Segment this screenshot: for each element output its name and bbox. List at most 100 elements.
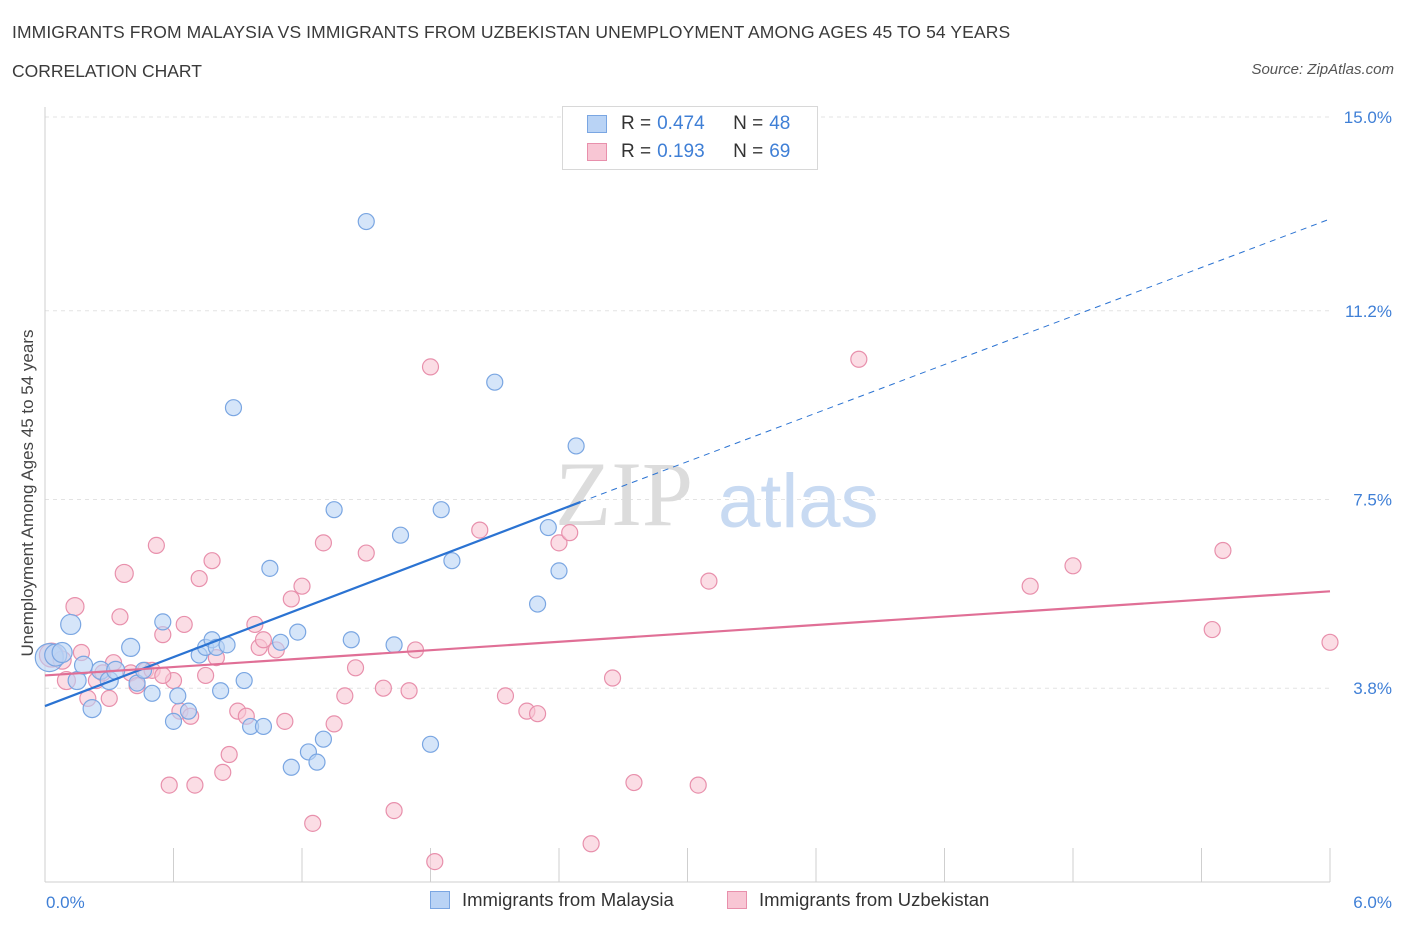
- malaysia-point: [550, 562, 568, 580]
- malaysia-point: [51, 641, 73, 664]
- uzbekistan-point: [700, 572, 718, 590]
- malaysia-point: [121, 637, 141, 658]
- uzbekistan-point: [304, 814, 322, 832]
- uzbekistan-point: [65, 596, 85, 617]
- uzbekistan-point: [186, 776, 204, 794]
- malaysia-point: [528, 595, 547, 613]
- points: [34, 212, 1339, 871]
- malaysia-point: [143, 684, 161, 702]
- uzbekistan-point: [293, 577, 311, 595]
- uzbekistan-point: [197, 666, 215, 685]
- source-label: Source: ZipAtlas.com: [1251, 61, 1394, 78]
- uzbekistan-legend-swatch: [727, 891, 747, 909]
- axes: 3.8% 7.5% 11.2% 15.0% 0.0% 6.0%: [44, 107, 1392, 912]
- malaysia-point: [289, 623, 307, 641]
- malaysia-point: [308, 753, 326, 771]
- uzbekistan-point: [625, 773, 643, 792]
- malaysia-point: [179, 702, 198, 720]
- uzbekistan-point: [1214, 541, 1232, 560]
- malaysia-point: [271, 633, 290, 651]
- uzbekistan-point: [220, 745, 238, 764]
- malaysia-point: [357, 212, 375, 231]
- malaysia-trend-extension: [580, 218, 1331, 503]
- uzbekistan-point: [550, 534, 568, 552]
- y-tick-label: 7.5%: [1353, 491, 1392, 510]
- r-value: 0.193: [657, 141, 705, 162]
- uzbekistan-trend-line: [44, 590, 1331, 677]
- x-tick-label: 0.0%: [46, 893, 85, 912]
- uzbekistan-point: [325, 715, 343, 733]
- malaysia-swatch: [587, 115, 607, 133]
- uzbekistan-point: [175, 615, 193, 634]
- n-value: 69: [769, 141, 791, 162]
- malaysia-point: [224, 399, 243, 417]
- uzbekistan-point: [561, 524, 579, 542]
- malaysia-point: [486, 373, 504, 391]
- uzbekistan-point: [314, 534, 333, 552]
- uzbekistan-point: [357, 544, 375, 562]
- uzbekistan-point: [400, 682, 418, 700]
- uzbekistan-point: [471, 521, 489, 539]
- y-tick-label: 3.8%: [1353, 679, 1392, 698]
- watermark: ZIP atlas: [555, 443, 879, 545]
- uzbekistan-point: [1321, 633, 1339, 651]
- r-label: R =: [621, 141, 652, 162]
- uzbekistan-point: [689, 776, 707, 794]
- malaysia-point: [391, 526, 410, 544]
- malaysia-point: [314, 730, 333, 748]
- uzbekistan-point: [147, 536, 165, 555]
- uzbekistan-point: [528, 705, 547, 723]
- legend-row-malaysia: R = 0.474 N = 48: [587, 112, 790, 136]
- malaysia-point: [73, 655, 94, 675]
- x-tick-label: 6.0%: [1353, 893, 1392, 912]
- uzbekistan-point: [111, 608, 129, 626]
- malaysia-point: [261, 559, 279, 577]
- uzbekistan-point: [374, 679, 392, 697]
- r-value: 0.474: [657, 113, 705, 134]
- uzbekistan-point: [426, 852, 444, 871]
- legend-item-uzbekistan[interactable]: Immigrants from Uzbekistan: [727, 889, 989, 911]
- chart-subtitle: CORRELATION CHART: [12, 61, 202, 81]
- n-value: 48: [769, 113, 791, 134]
- legend-row-uzbekistan: R = 0.193 N = 69: [587, 140, 790, 164]
- uzbekistan-point: [100, 689, 118, 708]
- malaysia-point: [443, 552, 461, 570]
- uzbekistan-swatch: [587, 143, 607, 161]
- uzbekistan-point: [203, 552, 221, 570]
- malaysia-point: [235, 671, 253, 690]
- malaysia-point: [169, 687, 187, 705]
- malaysia-point: [385, 636, 403, 654]
- n-label: N =: [733, 141, 764, 162]
- uzbekistan-point: [336, 687, 354, 705]
- y-tick-label: 11.2%: [1345, 302, 1392, 321]
- legend-item-malaysia[interactable]: Immigrants from Malaysia: [430, 889, 674, 911]
- uzbekistan-point: [582, 835, 600, 853]
- n-label: N =: [733, 113, 764, 134]
- uzbekistan-point: [214, 763, 232, 781]
- correlation-legend: R = 0.474 N = 48 R = 0.193 N = 69: [562, 106, 818, 170]
- uzbekistan-point: [154, 666, 172, 685]
- trend-lines: [44, 218, 1331, 708]
- uzbekistan-point: [114, 563, 134, 584]
- uzbekistan-point: [496, 687, 515, 705]
- malaysia-point: [567, 437, 585, 455]
- malaysia-point: [342, 631, 360, 649]
- malaysia-point: [82, 698, 102, 719]
- uzbekistan-point: [1203, 620, 1221, 639]
- uzbekistan-legend-label: Immigrants from Uzbekistan: [759, 889, 990, 910]
- malaysia-point: [254, 717, 273, 736]
- y-tick-label: 15.0%: [1344, 108, 1392, 127]
- uzbekistan-point: [850, 350, 868, 368]
- malaysia-point: [421, 735, 440, 753]
- uzbekistan-point: [276, 712, 294, 730]
- y-axis-title: Unemployment Among Ages 45 to 54 years: [18, 330, 37, 657]
- uzbekistan-point: [421, 358, 440, 376]
- watermark-zip: ZIP: [555, 443, 693, 545]
- malaysia-trend-line: [44, 501, 581, 708]
- malaysia-legend-swatch: [430, 891, 450, 909]
- uzbekistan-point: [254, 631, 273, 649]
- malaysia-point: [164, 712, 183, 730]
- series-legend: Immigrants from Malaysia Immigrants from…: [0, 889, 1406, 915]
- uzbekistan-point: [346, 659, 365, 677]
- uzbekistan-point: [190, 569, 208, 588]
